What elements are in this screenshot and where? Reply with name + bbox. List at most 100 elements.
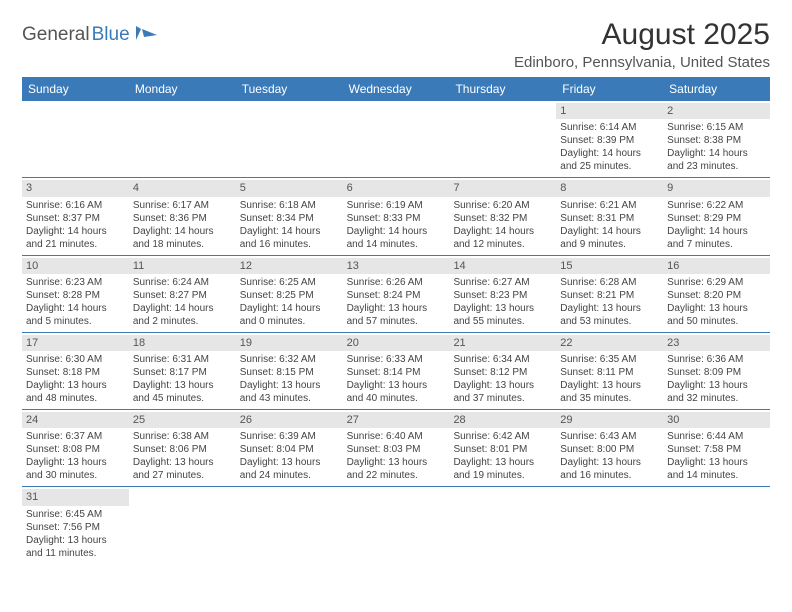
week-row: 3Sunrise: 6:16 AMSunset: 8:37 PMDaylight… — [22, 178, 770, 255]
daylight-text: Daylight: 13 hours and 24 minutes. — [240, 456, 339, 482]
sunset-text: Sunset: 8:18 PM — [26, 366, 125, 379]
day-number — [343, 489, 450, 505]
sunrise-text: Sunrise: 6:16 AM — [26, 199, 125, 212]
sunrise-text: Sunrise: 6:31 AM — [133, 353, 232, 366]
day-number: 30 — [663, 412, 770, 428]
day-number: 27 — [343, 412, 450, 428]
sunset-text: Sunset: 8:32 PM — [453, 212, 552, 225]
weekday-header: Friday — [556, 77, 663, 101]
daylight-text: Daylight: 14 hours and 0 minutes. — [240, 302, 339, 328]
day-cell: 10Sunrise: 6:23 AMSunset: 8:28 PMDayligh… — [22, 256, 129, 332]
day-cell — [449, 101, 556, 177]
day-cell: 19Sunrise: 6:32 AMSunset: 8:15 PMDayligh… — [236, 333, 343, 409]
daylight-text: Daylight: 13 hours and 50 minutes. — [667, 302, 766, 328]
sunrise-text: Sunrise: 6:33 AM — [347, 353, 446, 366]
daylight-text: Daylight: 13 hours and 55 minutes. — [453, 302, 552, 328]
day-cell: 9Sunrise: 6:22 AMSunset: 8:29 PMDaylight… — [663, 178, 770, 254]
day-number: 3 — [22, 180, 129, 196]
day-cell: 26Sunrise: 6:39 AMSunset: 8:04 PMDayligh… — [236, 410, 343, 486]
day-number: 19 — [236, 335, 343, 351]
day-number: 7 — [449, 180, 556, 196]
sunset-text: Sunset: 8:38 PM — [667, 134, 766, 147]
weekday-header-row: Sunday Monday Tuesday Wednesday Thursday… — [22, 77, 770, 101]
sunset-text: Sunset: 8:33 PM — [347, 212, 446, 225]
sunset-text: Sunset: 8:39 PM — [560, 134, 659, 147]
day-number: 11 — [129, 258, 236, 274]
weekday-header: Saturday — [663, 77, 770, 101]
sunset-text: Sunset: 8:21 PM — [560, 289, 659, 302]
day-cell — [129, 487, 236, 563]
week-row: 17Sunrise: 6:30 AMSunset: 8:18 PMDayligh… — [22, 333, 770, 410]
daylight-text: Daylight: 13 hours and 30 minutes. — [26, 456, 125, 482]
daylight-text: Daylight: 13 hours and 37 minutes. — [453, 379, 552, 405]
day-cell: 25Sunrise: 6:38 AMSunset: 8:06 PMDayligh… — [129, 410, 236, 486]
weekday-header: Monday — [129, 77, 236, 101]
day-cell: 15Sunrise: 6:28 AMSunset: 8:21 PMDayligh… — [556, 256, 663, 332]
sunset-text: Sunset: 8:00 PM — [560, 443, 659, 456]
sunset-text: Sunset: 8:17 PM — [133, 366, 232, 379]
daylight-text: Daylight: 14 hours and 2 minutes. — [133, 302, 232, 328]
day-cell — [236, 487, 343, 563]
day-number — [449, 489, 556, 505]
day-number — [236, 103, 343, 119]
day-cell — [129, 101, 236, 177]
location-subtitle: Edinboro, Pennsylvania, United States — [514, 54, 770, 71]
sunrise-text: Sunrise: 6:22 AM — [667, 199, 766, 212]
sunset-text: Sunset: 8:15 PM — [240, 366, 339, 379]
day-cell — [556, 487, 663, 563]
sunrise-text: Sunrise: 6:26 AM — [347, 276, 446, 289]
daylight-text: Daylight: 14 hours and 21 minutes. — [26, 225, 125, 251]
daylight-text: Daylight: 13 hours and 48 minutes. — [26, 379, 125, 405]
day-number: 24 — [22, 412, 129, 428]
day-cell — [343, 487, 450, 563]
day-number: 21 — [449, 335, 556, 351]
daylight-text: Daylight: 13 hours and 57 minutes. — [347, 302, 446, 328]
day-number — [343, 103, 450, 119]
daylight-text: Daylight: 13 hours and 35 minutes. — [560, 379, 659, 405]
day-number: 4 — [129, 180, 236, 196]
day-number: 6 — [343, 180, 450, 196]
daylight-text: Daylight: 14 hours and 7 minutes. — [667, 225, 766, 251]
daylight-text: Daylight: 14 hours and 18 minutes. — [133, 225, 232, 251]
day-number: 2 — [663, 103, 770, 119]
day-cell: 28Sunrise: 6:42 AMSunset: 8:01 PMDayligh… — [449, 410, 556, 486]
week-row: 10Sunrise: 6:23 AMSunset: 8:28 PMDayligh… — [22, 256, 770, 333]
daylight-text: Daylight: 13 hours and 43 minutes. — [240, 379, 339, 405]
day-number: 31 — [22, 489, 129, 505]
sunset-text: Sunset: 8:04 PM — [240, 443, 339, 456]
day-number: 1 — [556, 103, 663, 119]
daylight-text: Daylight: 13 hours and 22 minutes. — [347, 456, 446, 482]
sunrise-text: Sunrise: 6:29 AM — [667, 276, 766, 289]
day-number: 18 — [129, 335, 236, 351]
day-cell — [343, 101, 450, 177]
sunset-text: Sunset: 8:01 PM — [453, 443, 552, 456]
daylight-text: Daylight: 14 hours and 12 minutes. — [453, 225, 552, 251]
day-number: 9 — [663, 180, 770, 196]
day-number — [449, 103, 556, 119]
day-number: 12 — [236, 258, 343, 274]
sunset-text: Sunset: 8:37 PM — [26, 212, 125, 225]
day-cell: 31Sunrise: 6:45 AMSunset: 7:56 PMDayligh… — [22, 487, 129, 563]
sunset-text: Sunset: 8:23 PM — [453, 289, 552, 302]
sunrise-text: Sunrise: 6:15 AM — [667, 121, 766, 134]
day-cell: 22Sunrise: 6:35 AMSunset: 8:11 PMDayligh… — [556, 333, 663, 409]
calendar-grid: Sunday Monday Tuesday Wednesday Thursday… — [22, 77, 770, 564]
daylight-text: Daylight: 14 hours and 14 minutes. — [347, 225, 446, 251]
day-number: 14 — [449, 258, 556, 274]
week-row: 24Sunrise: 6:37 AMSunset: 8:08 PMDayligh… — [22, 410, 770, 487]
day-cell: 6Sunrise: 6:19 AMSunset: 8:33 PMDaylight… — [343, 178, 450, 254]
day-number: 22 — [556, 335, 663, 351]
sunset-text: Sunset: 8:14 PM — [347, 366, 446, 379]
flag-icon — [135, 25, 159, 46]
day-cell: 29Sunrise: 6:43 AMSunset: 8:00 PMDayligh… — [556, 410, 663, 486]
sunrise-text: Sunrise: 6:28 AM — [560, 276, 659, 289]
day-cell: 18Sunrise: 6:31 AMSunset: 8:17 PMDayligh… — [129, 333, 236, 409]
day-cell: 24Sunrise: 6:37 AMSunset: 8:08 PMDayligh… — [22, 410, 129, 486]
day-cell: 2Sunrise: 6:15 AMSunset: 8:38 PMDaylight… — [663, 101, 770, 177]
title-block: August 2025 Edinboro, Pennsylvania, Unit… — [514, 18, 770, 71]
sunrise-text: Sunrise: 6:34 AM — [453, 353, 552, 366]
day-number: 28 — [449, 412, 556, 428]
day-number — [556, 489, 663, 505]
day-cell — [663, 487, 770, 563]
day-cell: 14Sunrise: 6:27 AMSunset: 8:23 PMDayligh… — [449, 256, 556, 332]
